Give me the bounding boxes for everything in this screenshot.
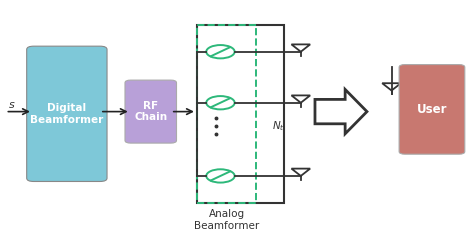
Text: Digital
Beamformer: Digital Beamformer (30, 103, 103, 125)
FancyBboxPatch shape (399, 65, 465, 154)
Text: $N_t$: $N_t$ (273, 119, 285, 133)
FancyBboxPatch shape (27, 46, 107, 182)
Text: Analog
Beamformer: Analog Beamformer (194, 209, 259, 231)
Text: $s$: $s$ (8, 100, 15, 110)
Text: User: User (417, 103, 447, 116)
Text: RF
Chain: RF Chain (134, 101, 167, 122)
Polygon shape (315, 89, 367, 134)
FancyBboxPatch shape (125, 80, 176, 143)
